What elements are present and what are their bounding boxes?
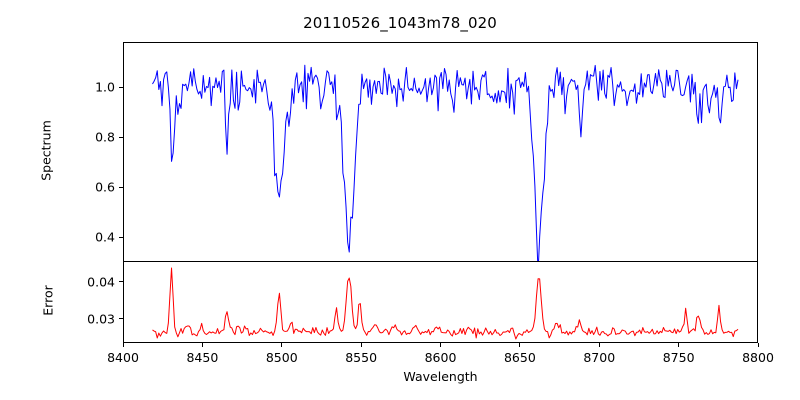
x-tick-label: 8800 xyxy=(742,350,774,365)
error-axis-label: Error xyxy=(40,285,56,316)
spectrum-y-tick-label: 0.4 xyxy=(95,229,115,245)
spectrum-line-series xyxy=(124,43,757,261)
x-tick xyxy=(757,343,759,347)
x-tick-label: 8550 xyxy=(345,350,378,365)
spectrum-y-tick-label: 0.8 xyxy=(95,129,115,145)
figure-title: 20110526_1043m78_020 xyxy=(303,14,497,32)
spectrum-plot-area xyxy=(123,42,758,262)
x-tick-label: 8400 xyxy=(107,350,139,365)
x-tick-label: 8650 xyxy=(503,350,536,365)
spectrum-y-tick xyxy=(119,86,123,88)
error-trace xyxy=(152,268,738,339)
spectrum-axis-label: Spectrum xyxy=(38,120,54,181)
x-tick-label: 8600 xyxy=(424,350,457,365)
x-tick xyxy=(598,343,600,347)
x-tick xyxy=(678,343,680,347)
spectrum-trace xyxy=(152,65,738,261)
error-y-tick xyxy=(119,318,123,320)
error-line-series xyxy=(124,262,757,342)
error-y-tick-label: 0.03 xyxy=(87,311,115,327)
error-y-tick-label: 0.04 xyxy=(87,274,115,289)
x-tick-label: 8750 xyxy=(662,350,695,365)
spectrum-y-tick-label: 1.0 xyxy=(95,79,115,95)
x-tick xyxy=(360,343,362,347)
spectrum-y-tick xyxy=(119,236,123,238)
spectrum-y-tick-label: 0.6 xyxy=(95,179,115,195)
x-tick xyxy=(122,343,124,347)
x-tick-label: 8500 xyxy=(265,350,298,365)
x-tick xyxy=(201,343,203,347)
x-tick-label: 8700 xyxy=(583,350,616,365)
x-tick xyxy=(440,343,442,347)
x-axis-label: Wavelength xyxy=(403,369,478,384)
error-y-tick xyxy=(119,281,123,283)
x-tick-label: 8450 xyxy=(186,350,219,365)
spectrum-y-tick xyxy=(119,186,123,188)
x-tick xyxy=(281,343,283,347)
error-plot-area xyxy=(123,261,758,343)
x-tick xyxy=(519,343,521,347)
spectrum-y-tick xyxy=(119,136,123,138)
